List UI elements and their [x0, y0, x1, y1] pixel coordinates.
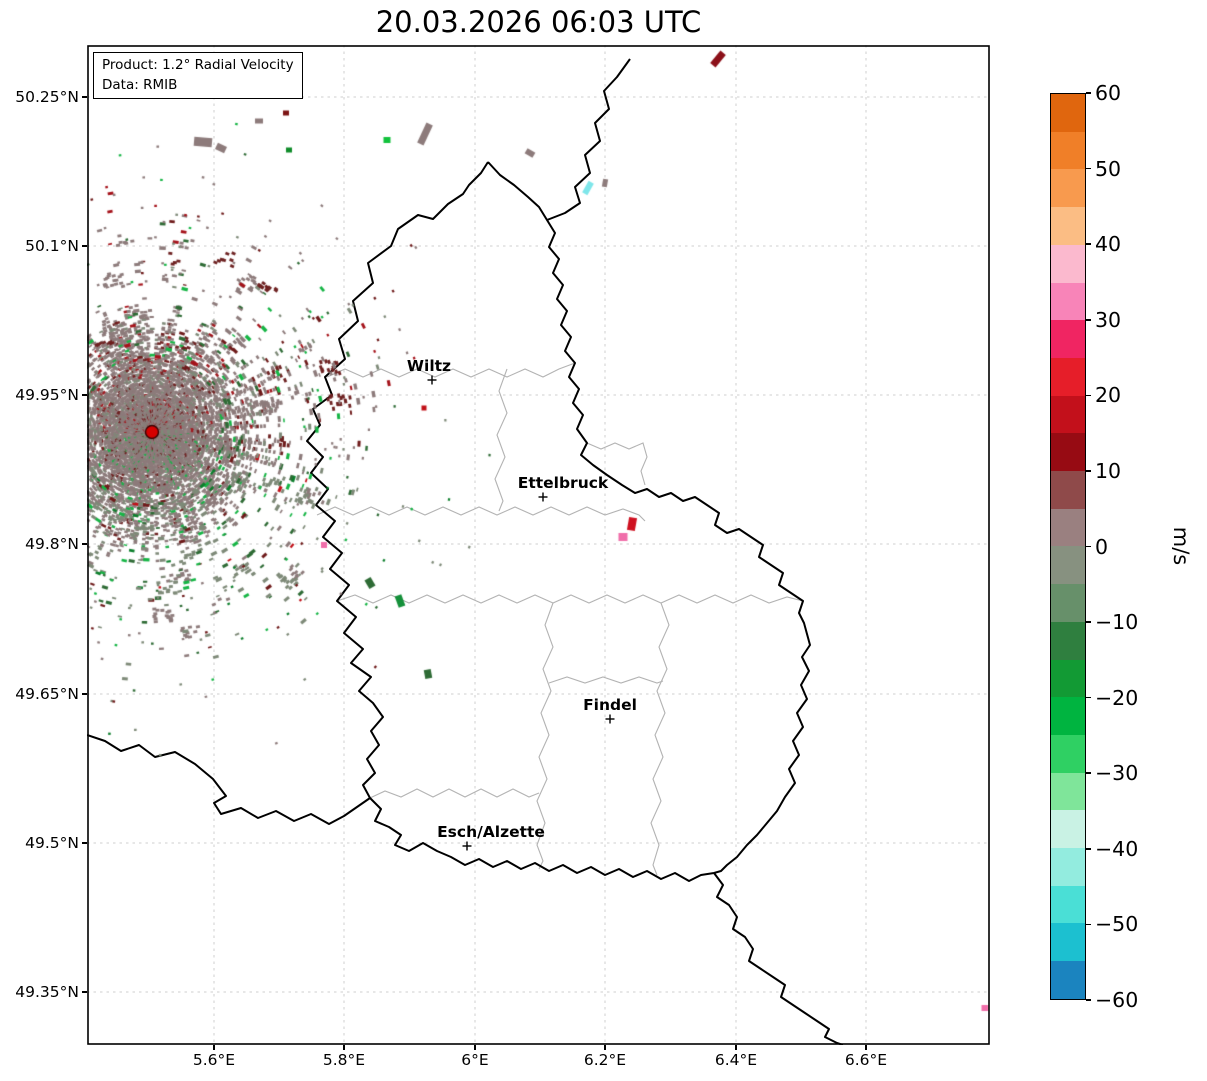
colorbar-tick-mark [1086, 545, 1091, 548]
product-label: Product: 1.2° Radial Velocity [102, 57, 294, 73]
colorbar-tick-mark [1086, 318, 1091, 321]
colorbar-tick-label: −40 [1095, 836, 1139, 861]
colorbar-segment [1051, 734, 1085, 773]
colorbar-tick-label: 50 [1095, 156, 1122, 181]
y-tick-label: 50.1°N [25, 237, 79, 255]
map-annotation-svg: Wiltz Ettelbruck Findel Esch/Alzette [87, 45, 990, 1045]
colorbar-tick-label: 10 [1095, 458, 1122, 483]
colorbar-segment [1051, 885, 1085, 924]
x-tick-mark [213, 1045, 215, 1050]
x-tick-label: 6.6°E [844, 1051, 888, 1069]
product-info-box: Product: 1.2° Radial Velocity Data: RMIB [93, 52, 303, 100]
city-label: Wiltz [407, 357, 451, 375]
x-tick-mark [343, 1045, 345, 1050]
city-label: Esch/Alzette [437, 823, 545, 841]
y-tick-mark [82, 245, 87, 247]
colorbar-tick-label: 60 [1095, 81, 1122, 105]
y-tick-label: 49.65°N [15, 685, 79, 703]
colorbar-tick-mark [1086, 621, 1091, 623]
colorbar-segment [1051, 169, 1085, 208]
colorbar-segment [1051, 697, 1085, 735]
x-tick-label: 6°E [461, 1051, 489, 1069]
colorbar-segment [1051, 659, 1085, 698]
colorbar-tick-label: 20 [1095, 383, 1122, 408]
colorbar-segment [1051, 546, 1085, 585]
colorbar-segment [1051, 131, 1085, 170]
colorbar-tick-mark [1086, 394, 1091, 397]
y-tick-mark [82, 543, 87, 545]
colorbar-segment [1051, 433, 1085, 472]
y-tick-mark [82, 842, 87, 844]
colorbar-tick-label: 0 [1095, 534, 1109, 559]
plot-border [87, 45, 990, 1045]
colorbar-segment [1051, 508, 1085, 547]
colorbar-tick-mark [1086, 923, 1091, 926]
colorbar-tick-mark [1086, 243, 1091, 245]
x-tick-label: 6.4°E [714, 1051, 758, 1069]
colorbar-tick-mark [1086, 772, 1091, 775]
colorbar-segment [1051, 923, 1085, 962]
colorbar-segment [1051, 94, 1085, 132]
colorbar-segment [1051, 357, 1085, 396]
y-tick-mark [82, 693, 87, 695]
y-tick-label: 49.95°N [15, 386, 79, 404]
x-tick-mark [735, 1045, 737, 1050]
colorbar-tick-label: −60 [1095, 988, 1139, 1012]
colorbar-tick-label: 40 [1095, 232, 1122, 257]
x-tick-label: 6.2°E [583, 1051, 627, 1069]
colorbar-segment [1051, 848, 1085, 886]
colorbar-tick-label: −50 [1095, 912, 1139, 937]
plot-area: Wiltz Ettelbruck Findel Esch/Alzette Produc… [87, 45, 990, 1045]
colorbar-tick-label: −20 [1095, 685, 1139, 710]
x-tick-mark [604, 1045, 606, 1050]
colorbar-tick-label: 30 [1095, 307, 1122, 332]
city-label: Findel [583, 696, 637, 714]
colorbar-segment [1051, 395, 1085, 434]
figure-title: 20.03.2026 06:03 UTC [375, 5, 702, 39]
y-tick-label: 49.35°N [15, 983, 79, 1001]
x-tick-label: 5.8°E [322, 1051, 366, 1069]
colorbar-segment [1051, 810, 1085, 849]
colorbar-segment [1051, 320, 1085, 358]
colorbar-segment [1051, 471, 1085, 509]
colorbar-tick-label: −10 [1095, 610, 1139, 635]
colorbar-segment [1051, 282, 1085, 321]
colorbar-segment [1051, 772, 1085, 811]
y-tick-label: 50.25°N [15, 88, 79, 106]
x-tick-mark [865, 1045, 867, 1050]
colorbar-tick-mark [1086, 92, 1091, 94]
data-source-label: Data: RMIB [102, 76, 178, 93]
colorbar-tick-label: −30 [1095, 761, 1139, 786]
colorbar-unit-label: m/s [1169, 526, 1193, 566]
colorbar-tick-mark [1086, 167, 1091, 170]
city-label: Ettelbruck [518, 474, 609, 492]
colorbar-segment [1051, 207, 1085, 245]
colorbar-segment [1051, 961, 1085, 999]
colorbar-tick-mark [1086, 470, 1091, 472]
colorbar [1050, 93, 1086, 1000]
colorbar-tick-mark [1086, 696, 1091, 699]
y-tick-mark [82, 394, 87, 396]
x-tick-label: 5.6°E [192, 1051, 236, 1069]
colorbar-segment [1051, 244, 1085, 283]
colorbar-tick-mark [1086, 999, 1091, 1001]
colorbar-segment [1051, 621, 1085, 660]
y-tick-mark [82, 96, 87, 98]
x-tick-mark [474, 1045, 476, 1050]
y-tick-label: 49.5°N [25, 834, 79, 852]
y-tick-mark [82, 991, 87, 993]
colorbar-segment [1051, 584, 1085, 622]
radar-speckle-canvas [87, 45, 990, 1045]
colorbar-tick-mark [1086, 848, 1091, 850]
y-tick-label: 49.8°N [25, 535, 79, 553]
